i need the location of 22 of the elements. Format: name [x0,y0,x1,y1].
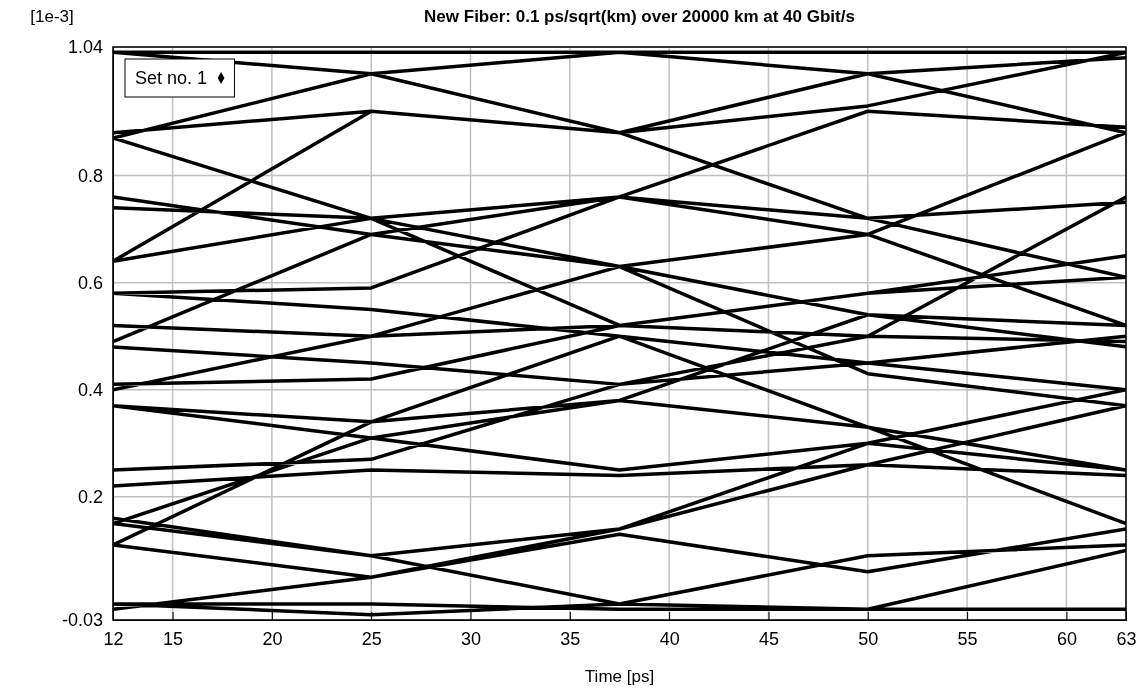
x-axis-title: Time [ps] [584,667,655,686]
x-tick-label: 60 [1056,628,1077,649]
x-tick-label: 45 [758,628,779,649]
x-tick-label: 50 [858,628,879,649]
chart-title: New Fiber: 0.1 ps/sqrt(km) over 20000 km at 40 Gbit/s [424,7,855,26]
x-tick-label: 63 [1116,628,1137,649]
x-tick-label: 30 [461,628,482,649]
x-tick-label: 20 [262,628,283,649]
x-tick-label: 12 [103,628,124,649]
y-tick-label: 0.8 [77,165,103,186]
x-tick-label: 35 [560,628,581,649]
y-tick-label: 0.6 [77,272,103,293]
y-tick-label: 0.2 [77,487,103,508]
y-axis-title: [1e-3] [30,7,74,26]
x-tick-label: 25 [361,628,382,649]
y-tick-label: 0.4 [77,379,103,400]
x-tick-label: 40 [659,628,680,649]
legend-label: Set no. 1 [135,68,208,88]
x-tick-label: 55 [957,628,978,649]
y-tick-label: 1.04 [67,37,103,58]
x-tick-label: 15 [163,628,184,649]
y-tick-label: -0.03 [61,610,103,631]
